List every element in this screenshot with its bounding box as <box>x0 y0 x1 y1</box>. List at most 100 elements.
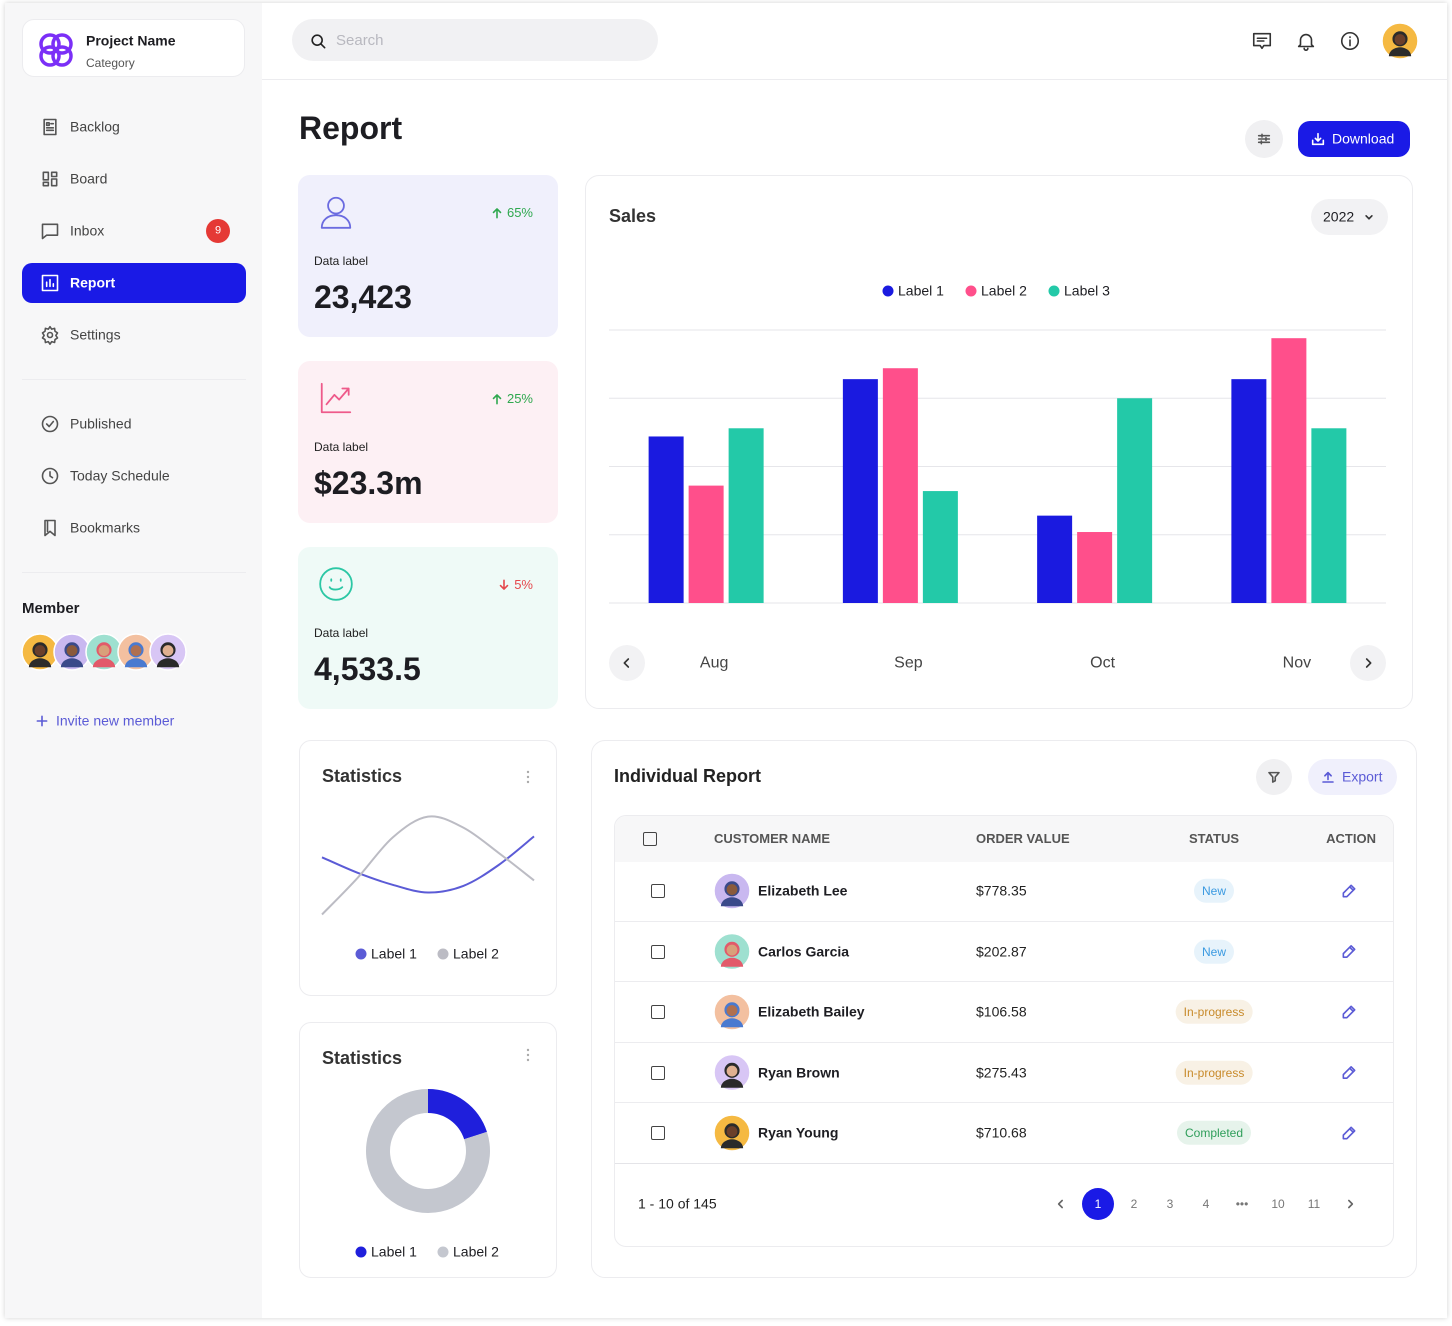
info-icon <box>1340 32 1360 50</box>
bar <box>842 379 878 603</box>
order-value: $778.35 <box>976 882 1027 899</box>
page-number[interactable]: ••• <box>1235 1196 1249 1211</box>
line-series <box>321 815 535 916</box>
page-number[interactable]: 3 <box>1166 1196 1174 1211</box>
checkbox[interactable] <box>643 832 657 846</box>
avatar-face <box>98 645 110 656</box>
line-series <box>321 835 535 894</box>
project-name: Project Name <box>86 32 176 49</box>
customer-name: Ryan Young <box>758 1124 839 1141</box>
bar <box>728 428 764 603</box>
nav-item[interactable]: Report <box>70 274 116 291</box>
table <box>614 815 1394 1247</box>
bar <box>922 491 958 603</box>
checkbox[interactable] <box>651 1126 665 1140</box>
x-tick-label: Aug <box>699 654 729 672</box>
user-icon <box>320 196 352 229</box>
column-header: ORDER VALUE <box>976 831 1070 847</box>
checkbox[interactable] <box>651 884 665 898</box>
bell-icon <box>1297 33 1315 51</box>
page-number[interactable]: 2 <box>1130 1196 1138 1211</box>
nav-item[interactable]: Backlog <box>70 118 120 135</box>
order-value: $202.87 <box>976 943 1027 960</box>
customer-name: Ryan Brown <box>758 1064 840 1081</box>
avatar-body <box>60 658 84 668</box>
search-placeholder: Search <box>336 32 384 49</box>
row-divider <box>615 981 1393 982</box>
nav-button <box>1350 645 1386 681</box>
page-title: Report <box>299 109 403 146</box>
kpi-card <box>298 175 558 337</box>
x-tick-label: Sep <box>894 654 923 672</box>
status-badge: New <box>1193 878 1235 904</box>
nav-item-active[interactable] <box>22 263 246 303</box>
page-number[interactable]: 1 <box>1094 1196 1102 1211</box>
avatar-face <box>130 645 142 656</box>
avatar <box>117 633 155 671</box>
status-badge: In-progress <box>1175 999 1253 1025</box>
nav-item[interactable]: Inbox <box>70 222 105 239</box>
bar <box>1117 398 1153 603</box>
logo-petal <box>39 45 61 67</box>
legend-dot <box>882 285 894 297</box>
page-number[interactable]: 11 <box>1307 1196 1321 1211</box>
plus-icon <box>36 715 48 727</box>
smiley-icon <box>319 567 353 601</box>
kpi-label: Data label <box>314 625 369 640</box>
up-icon <box>492 394 502 405</box>
nav-item[interactable]: Published <box>70 415 132 432</box>
nav-item[interactable]: Settings <box>70 326 121 343</box>
column-header: STATUS <box>1188 831 1240 847</box>
avatar <box>1381 22 1419 60</box>
chevL-icon <box>623 658 630 668</box>
order-value: $710.68 <box>976 1124 1027 1141</box>
row-divider <box>615 920 1393 922</box>
order-value: $106.58 <box>976 1003 1027 1020</box>
page-number[interactable]: 10 <box>1271 1196 1285 1211</box>
avatar <box>53 633 91 671</box>
trend-icon <box>320 382 352 414</box>
legend-label: Label 1 <box>371 945 417 962</box>
kpi-value: $23.3m <box>314 464 423 501</box>
badge-count: 9 <box>214 224 222 237</box>
menu-dot <box>526 1053 530 1057</box>
avatar-body <box>720 1078 744 1088</box>
status-badge: New <box>1193 939 1235 964</box>
board-icon <box>42 171 58 187</box>
nav-item[interactable]: Bookmarks <box>70 519 141 536</box>
chart-card <box>299 1022 557 1278</box>
checkbox[interactable] <box>651 1065 665 1080</box>
export-button[interactable] <box>1308 759 1397 795</box>
row-divider <box>615 1102 1393 1103</box>
order-value: $275.43 <box>976 1064 1027 1081</box>
avatar-face <box>726 1126 738 1137</box>
customer-name: Carlos Garcia <box>758 943 850 960</box>
kpi-card <box>298 547 558 709</box>
chevR-icon <box>1348 1199 1354 1209</box>
avatar <box>713 993 751 1031</box>
avatar-face <box>726 944 738 956</box>
nav-item[interactable]: Board <box>70 170 108 187</box>
avatar-body <box>156 658 180 668</box>
nav-item[interactable]: Today Schedule <box>70 467 170 484</box>
legend-label: Label 1 <box>898 282 944 299</box>
period-select[interactable] <box>1311 199 1388 235</box>
chart-title: Statistics <box>322 766 403 787</box>
avatar <box>713 1053 751 1092</box>
search-box[interactable] <box>292 19 658 61</box>
avatar-body <box>720 1018 744 1028</box>
nav-button <box>609 645 645 681</box>
page-number[interactable]: 4 <box>1202 1196 1210 1211</box>
checkbox[interactable] <box>651 944 665 959</box>
avatar <box>713 932 751 971</box>
invite-link[interactable]: Invite new member <box>56 712 175 729</box>
report-title: Individual Report <box>614 766 762 787</box>
avatar-face <box>1394 34 1406 45</box>
avatar <box>85 633 123 671</box>
avatar <box>149 633 187 671</box>
bookmark-icon <box>44 519 56 537</box>
checkbox[interactable] <box>651 1005 665 1019</box>
legend-label: Label 2 <box>453 945 499 962</box>
